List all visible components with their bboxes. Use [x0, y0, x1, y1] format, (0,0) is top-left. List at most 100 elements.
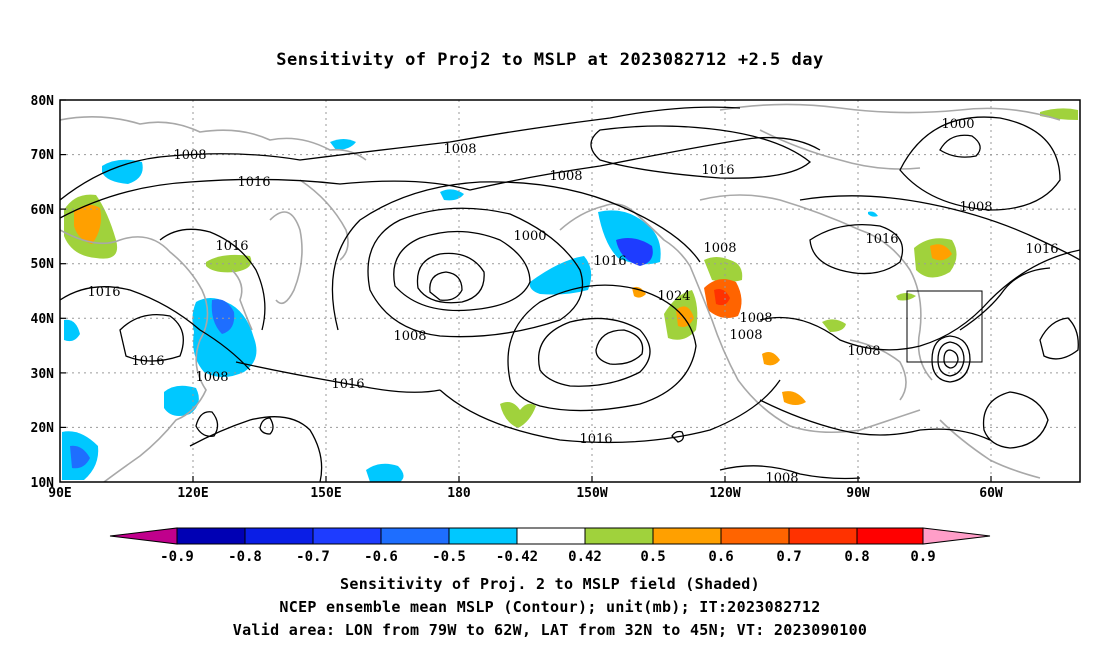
- contour-label-group: 1008 1008 1008 1016 1000 1008 1016 1008 …: [87, 117, 1058, 486]
- green-blob: [1040, 108, 1078, 120]
- tick-marks: [60, 99, 992, 482]
- colorbar-label: -0.42: [496, 549, 538, 565]
- colorbar-label: -0.9: [160, 549, 194, 565]
- lat-tick-label: 40N: [31, 312, 55, 327]
- valid-area-box: [906, 290, 983, 363]
- lon-tick-label: 120E: [177, 486, 208, 501]
- contour-label: 1016: [237, 175, 270, 190]
- orange-blob: [782, 391, 806, 405]
- colorbar-label: -0.8: [228, 549, 262, 565]
- contour-label: 1008: [703, 241, 736, 256]
- red-blob: [714, 289, 730, 306]
- green-blob: [896, 293, 916, 301]
- contour-label: 1008: [173, 148, 206, 163]
- colorbar-segment: [176, 527, 246, 545]
- colorbar-segment: [516, 527, 586, 545]
- colorbar-label: 0.6: [708, 549, 733, 565]
- orange-blob: [930, 244, 952, 261]
- sensitivity-shading: [62, 108, 1078, 482]
- lat-label-group: 80N 70N 60N 50N 40N 30N 20N 10N: [31, 94, 55, 491]
- contour-label: 1008: [393, 329, 426, 344]
- caption-shading: Sensitivity of Proj. 2 to MSLP field (Sh…: [340, 575, 760, 593]
- colorbar-label: 0.8: [844, 549, 869, 565]
- lat-tick-label: 10N: [31, 476, 55, 491]
- blue-blob: [70, 445, 90, 469]
- colorbar-segment: [584, 527, 654, 545]
- lon-tick-label: 150E: [310, 486, 341, 501]
- contour-label: 1008: [959, 200, 992, 215]
- colorbar-label: -0.7: [296, 549, 330, 565]
- colorbar-segment: [788, 527, 858, 545]
- contour-label: 1016: [215, 239, 248, 254]
- blue-blob: [868, 211, 878, 217]
- colorbar-segment: [720, 527, 790, 545]
- blue-blob: [211, 299, 235, 334]
- contour-label: 1000: [513, 229, 546, 244]
- contour-label: 1016: [579, 432, 612, 447]
- orange-blob: [632, 286, 646, 298]
- lat-tick-label: 80N: [31, 94, 55, 109]
- contour-label: 1016: [131, 354, 164, 369]
- blue-blob: [440, 189, 464, 201]
- blue-blob: [164, 385, 199, 416]
- contour-label: 1000: [941, 117, 974, 132]
- contour-label: 1016: [593, 254, 626, 269]
- lat-tick-label: 20N: [31, 421, 55, 436]
- lon-tick-label: 60W: [979, 486, 1003, 501]
- lat-tick-label: 50N: [31, 257, 55, 272]
- contour-label: 1008: [729, 328, 762, 343]
- contour-label: 1008: [549, 169, 582, 184]
- colorbar-label: 0.7: [776, 549, 801, 565]
- blue-blob: [366, 463, 404, 482]
- lon-tick-label: 90W: [846, 486, 870, 501]
- lon-label-group: 90E 120E 150E 180 150W 120W 90W 60W: [48, 486, 1003, 501]
- blue-blob: [529, 256, 592, 295]
- colorbar-label: -0.5: [432, 549, 466, 565]
- contour-label: 1016: [87, 285, 120, 300]
- colorbar-label: 0.9: [910, 549, 935, 565]
- chart-title: Sensitivity of Proj2 to MSLP at 20230827…: [276, 50, 824, 70]
- contour-label: 1008: [739, 311, 772, 326]
- contour-label: 1016: [865, 232, 898, 247]
- colorbar-segment: [312, 527, 382, 545]
- lon-tick-label: 120W: [709, 486, 740, 501]
- blue-blob: [330, 139, 356, 150]
- coastlines: [60, 103, 1061, 482]
- colorbar-label: 0.5: [640, 549, 665, 565]
- contour-label: 1008: [443, 142, 476, 157]
- green-blob: [500, 402, 536, 428]
- contour-label: 1008: [195, 370, 228, 385]
- colorbar-segment: [244, 527, 314, 545]
- blue-blob: [616, 238, 653, 266]
- contour-label: 1008: [765, 471, 798, 486]
- green-blob: [704, 257, 743, 282]
- blue-blob: [192, 298, 257, 377]
- orange-blob: [74, 204, 101, 244]
- colorbar-segment: [380, 527, 450, 545]
- mslp-contours: [60, 106, 1080, 482]
- contour-label: 1016: [701, 163, 734, 178]
- contour-label: 1016: [1025, 242, 1058, 257]
- colorbar-left-arrow: [109, 527, 178, 545]
- colorbar-segment: [448, 527, 518, 545]
- contour-label: 1024: [657, 289, 690, 304]
- caption-contour: NCEP ensemble mean MSLP (Contour); unit(…: [279, 598, 821, 616]
- map-frame: [59, 99, 1081, 483]
- contour-label: 1016: [331, 377, 364, 392]
- green-blob: [822, 319, 846, 332]
- lat-tick-label: 30N: [31, 367, 55, 382]
- colorbar-labels: -0.9 -0.8 -0.7 -0.6 -0.5 -0.42 0.42 0.5 …: [160, 549, 936, 565]
- lat-tick-label: 70N: [31, 148, 55, 163]
- lon-tick-label: 180: [447, 486, 471, 501]
- colorbar-right-arrow: [922, 527, 991, 545]
- blue-blob: [64, 319, 80, 342]
- orange-blob: [762, 352, 780, 366]
- colorbar: [109, 527, 991, 545]
- orange-blob: [676, 306, 694, 327]
- lat-tick-label: 60N: [31, 203, 55, 218]
- colorbar-label: 0.42: [568, 549, 602, 565]
- lon-tick-label: 150W: [576, 486, 607, 501]
- caption-valid-area: Valid area: LON from 79W to 62W, LAT fro…: [232, 621, 868, 639]
- contour-label: 1008: [847, 344, 880, 359]
